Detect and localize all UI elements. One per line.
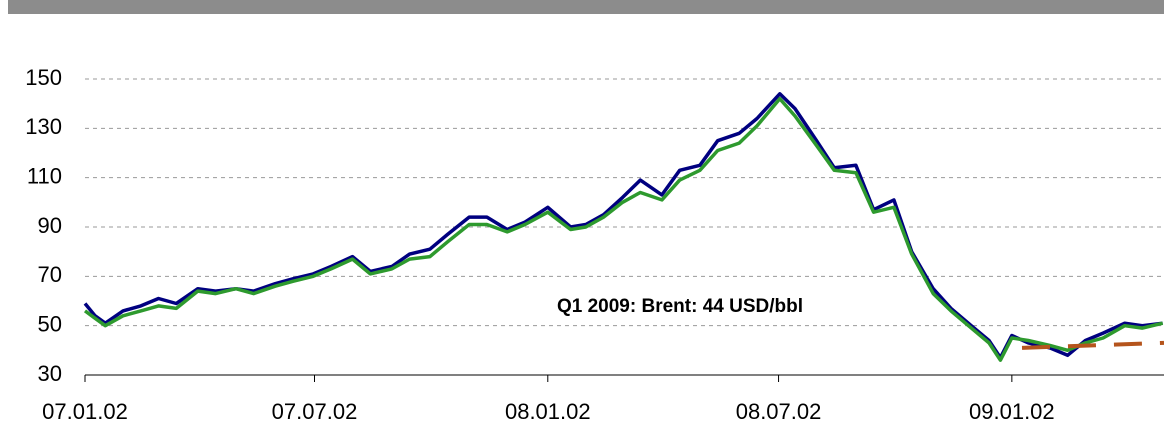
- y-tick-label: 90: [38, 213, 62, 238]
- title-bar: [8, 0, 1164, 14]
- y-tick-label: 130: [25, 114, 62, 139]
- x-tick-label: 08.01.02: [505, 399, 591, 424]
- x-tick-label: 07.01.02: [42, 399, 128, 424]
- x-tick-label: 07.07.02: [272, 399, 358, 424]
- y-tick-label: 30: [38, 361, 62, 386]
- series-line: [83, 92, 1163, 360]
- y-tick-label: 150: [25, 65, 62, 90]
- plot-area: 30 50 70 90 110 130 150 07.01.02 07.07.02 08.01.0…: [25, 65, 1164, 424]
- annotation: Q1 2009: Brent: 44 USD/bbl: [557, 296, 803, 317]
- y-tick-label: 70: [38, 262, 62, 287]
- x-tick-label: 08.07.02: [736, 399, 822, 424]
- forecast-line: [1021, 340, 1164, 350]
- x-tick-label: 09.01.02: [969, 399, 1055, 424]
- y-tick-label: 50: [38, 311, 62, 336]
- y-tick-label: 110: [27, 163, 62, 188]
- series-line: [83, 96, 1164, 362]
